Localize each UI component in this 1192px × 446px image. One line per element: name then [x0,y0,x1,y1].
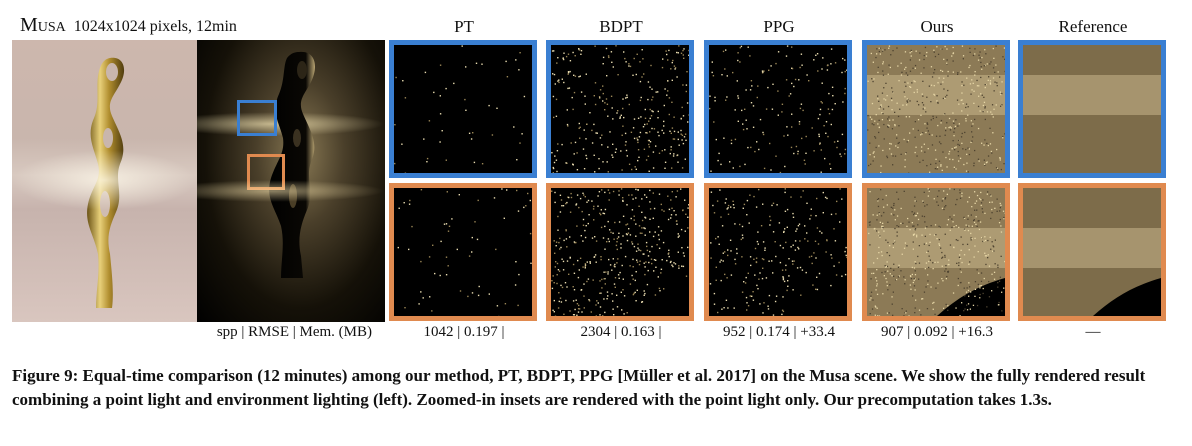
inset-bottom-reference [1018,183,1166,321]
inset-top-ppg [704,40,852,178]
inset-top-bdpt [546,40,694,178]
column-label-ours: Ours [920,17,954,36]
full-render-left [12,40,197,322]
column-label-bdpt: BDPT [599,17,643,36]
inset-bottom-bdpt [546,183,694,321]
metric-reference: — [1085,324,1101,340]
scene-name: Musa [20,14,66,36]
inset-bottom-ppg [704,183,852,321]
metric-ppg: 952 | 0.174 | +33.4 [723,324,835,340]
point-light-render-right [197,40,385,322]
metric-pt: 1042 | 0.197 | [423,324,505,340]
inset-bottom-pt [389,183,537,321]
inset-top-pt [389,40,537,178]
main-render-image [12,40,385,322]
metric-header: spp | RMSE | Mem. (MB) [216,324,372,340]
column-label-reference: Reference [1058,17,1128,36]
scene-title: Musa 1024x1024 pixels, 12min [20,14,237,37]
inset-bottom-ours [862,183,1010,321]
column-label-ppg: PPG [763,17,795,36]
inset-top-reference [1018,40,1166,178]
metric-bdpt: 2304 | 0.163 | [580,324,662,340]
inset-top-ours [862,40,1010,178]
metric-ours: 907 | 0.092 | +16.3 [881,324,993,340]
inset-marker-orange [247,154,285,190]
statue-gold [87,57,125,309]
inset-marker-blue [237,100,277,136]
scene-details: 1024x1024 pixels, 12min [73,18,237,35]
column-label-pt: PT [454,17,474,36]
figure-caption: Figure 9: Equal-time comparison (12 minu… [12,366,1146,409]
